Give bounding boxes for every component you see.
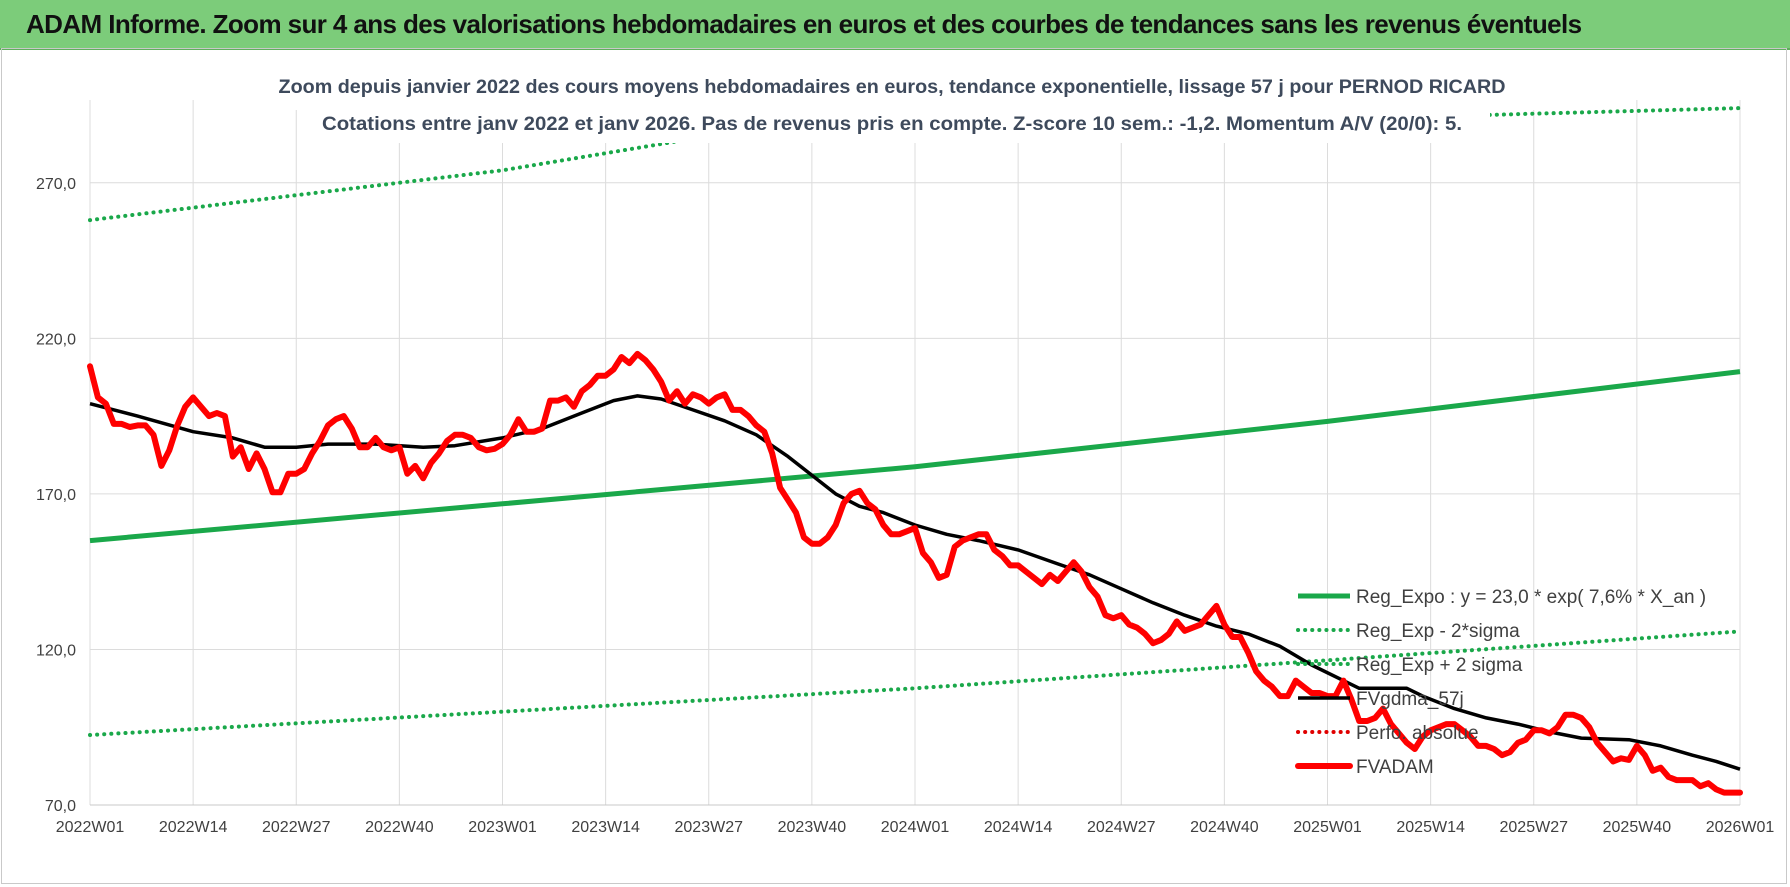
legend-label: Perfo. absolue bbox=[1356, 723, 1479, 744]
series-line-reg-exp-2-sigma bbox=[88, 629, 1742, 737]
report-title: ADAM Informe. Zoom sur 4 ans des valoris… bbox=[26, 9, 1582, 39]
legend-label: Reg_Exp - 2*sigma bbox=[1356, 621, 1520, 642]
series-line-reg-expo-y-23-0-exp-7-6-x-an bbox=[89, 369, 1741, 544]
series-lines bbox=[87, 106, 1743, 796]
legend-label: Reg_Expo : y = 23,0 * exp( 7,6% * X_an ) bbox=[1356, 587, 1706, 608]
legend-label: FVgdma_57j bbox=[1356, 689, 1464, 710]
x-tick-label: 2023W14 bbox=[571, 819, 640, 836]
series-line-fvadam bbox=[87, 350, 1743, 796]
x-tick-label: 2023W27 bbox=[675, 819, 744, 836]
x-tick-label: 2024W40 bbox=[1190, 819, 1259, 836]
x-tick-label: 2024W01 bbox=[881, 819, 950, 836]
x-tick-label: 2022W27 bbox=[262, 819, 331, 836]
x-tick-label: 2025W14 bbox=[1396, 819, 1465, 836]
y-tick-label: 270,0 bbox=[36, 176, 76, 193]
chart-subtitle: Cotations entre janv 2022 et janv 2026. … bbox=[322, 113, 1462, 135]
x-tick-label: 2024W14 bbox=[984, 819, 1053, 836]
x-tick-label: 2024W27 bbox=[1087, 819, 1156, 836]
x-tick-label: 2026W01 bbox=[1706, 819, 1775, 836]
y-tick-label: 120,0 bbox=[36, 642, 76, 659]
legend-label: Reg_Exp + 2 sigma bbox=[1356, 655, 1523, 676]
chart-frame bbox=[1, 48, 1787, 884]
series-line-fvgdma-57j bbox=[89, 394, 1741, 771]
y-tick-label: 70,0 bbox=[45, 798, 76, 815]
chart-title-block: Zoom depuis janvier 2022 des cours moyen… bbox=[240, 70, 1560, 143]
x-tick-label: 2025W27 bbox=[1500, 819, 1569, 836]
y-tick-label: 220,0 bbox=[36, 331, 76, 348]
x-tick-label: 2023W01 bbox=[468, 819, 537, 836]
chart-title: Zoom depuis janvier 2022 des cours moyen… bbox=[279, 76, 1506, 98]
x-tick-label: 2025W01 bbox=[1293, 819, 1362, 836]
y-tick-label: 170,0 bbox=[36, 487, 76, 504]
legend-label: FVADAM bbox=[1356, 757, 1434, 778]
series-line-reg-exp-2-sigma bbox=[88, 106, 1742, 223]
x-tick-label: 2025W40 bbox=[1603, 819, 1672, 836]
report-banner: ADAM Informe. Zoom sur 4 ans des valoris… bbox=[0, 0, 1790, 50]
x-tick-label: 2022W01 bbox=[56, 819, 125, 836]
legend: Reg_Expo : y = 23,0 * exp( 7,6% * X_an )… bbox=[1295, 587, 1706, 778]
x-axis-tick-labels: 2022W01 2022W14 2022W27 2022W40 2023W01 2023W… bbox=[56, 819, 1775, 836]
x-tick-label: 2022W14 bbox=[159, 819, 228, 836]
y-axis-tick-labels: 70,0 120,0 170,0 220,0 270,0 bbox=[36, 176, 76, 815]
gridlines bbox=[89, 100, 1741, 806]
subtitle-background bbox=[310, 103, 1490, 143]
x-tick-label: 2023W40 bbox=[778, 819, 847, 836]
x-tick-label: 2022W40 bbox=[365, 819, 434, 836]
